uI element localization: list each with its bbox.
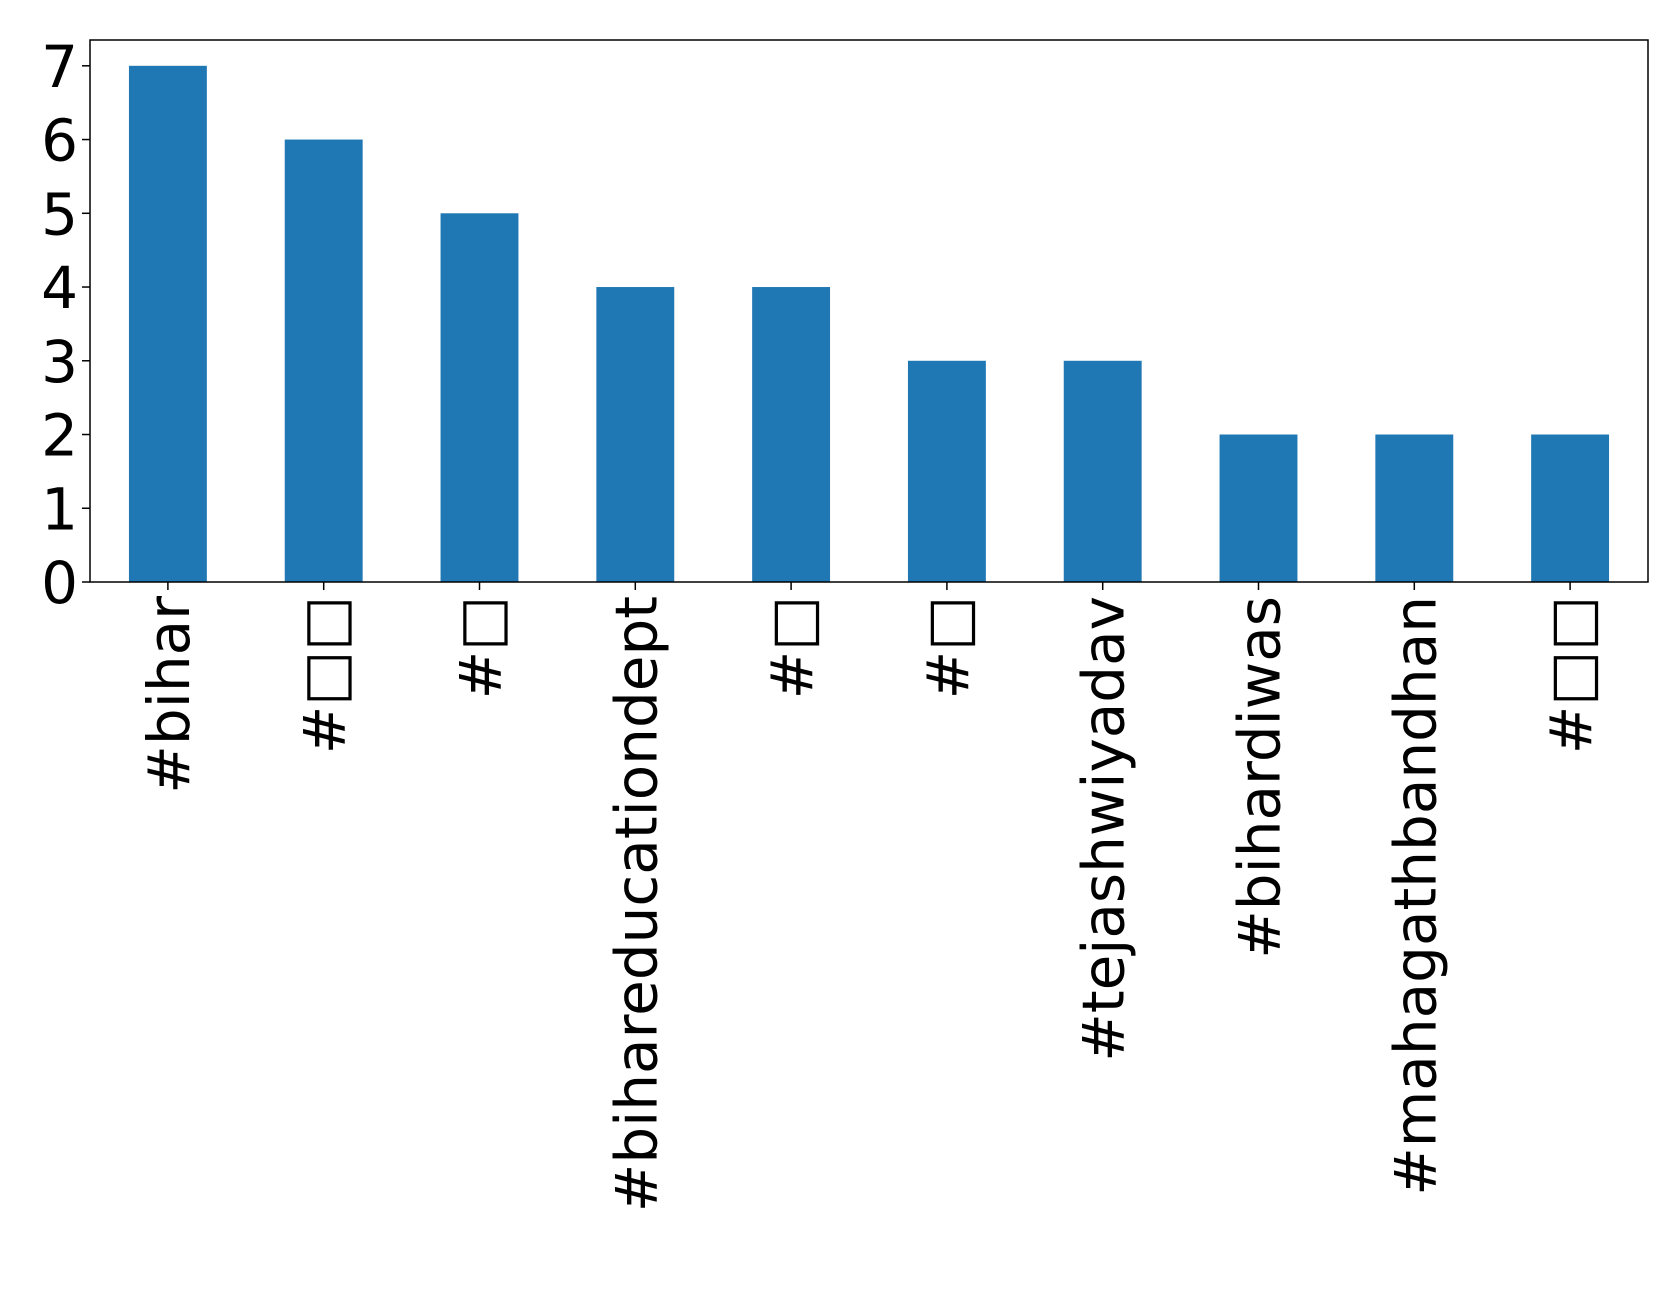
y-tick-label: 4 (41, 254, 78, 322)
x-tick-label: #bihareducationdept (602, 596, 670, 1212)
bar (1375, 434, 1454, 582)
x-tick-label: #□ (758, 596, 826, 699)
x-tick-label: #□□ (1537, 596, 1605, 754)
x-tick-label: #bihar (135, 596, 203, 794)
bar (440, 213, 519, 582)
y-tick-label: 5 (41, 180, 78, 248)
x-tick-label: #□□ (291, 596, 359, 754)
x-tick-label: #tejashwiyadav (1070, 596, 1138, 1062)
y-tick-label: 6 (41, 107, 78, 175)
bar (1531, 434, 1610, 582)
y-tick-label: 7 (41, 33, 78, 101)
x-tick-label: #□ (447, 596, 515, 699)
plot-frame (89, 39, 1649, 583)
y-tick-label: 2 (41, 402, 78, 470)
x-tick-label: #bihardiwas (1226, 596, 1294, 959)
x-tick-label: #mahagathbandhan (1381, 596, 1449, 1196)
bar (907, 360, 986, 582)
bar (596, 287, 675, 582)
bar (128, 65, 207, 583)
bar (1219, 434, 1298, 582)
x-tick-label: #□ (914, 596, 982, 699)
bar (752, 287, 831, 582)
y-tick-label: 1 (41, 475, 78, 543)
y-tick-label: 3 (41, 328, 78, 396)
bar (1063, 360, 1142, 582)
bar (284, 139, 363, 582)
y-tick-label: 0 (41, 549, 78, 617)
